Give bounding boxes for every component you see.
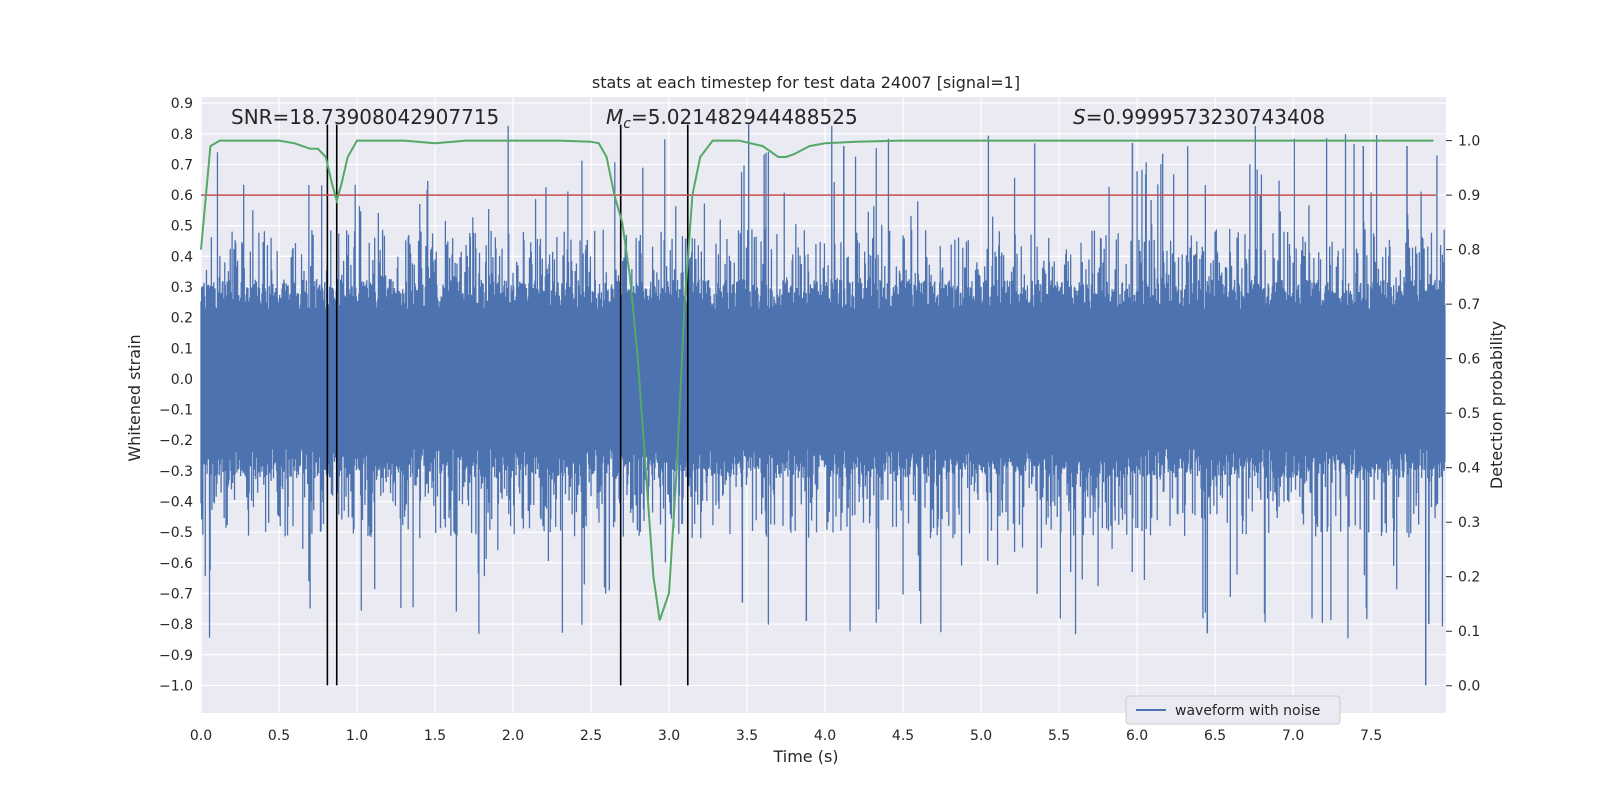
y2-tick-label: 0.4 [1458, 461, 1480, 477]
legend-box [1125, 695, 1341, 725]
y2-tick-label: 0.5 [1458, 406, 1480, 422]
x-tick-label: 5.5 [1048, 728, 1070, 744]
y2-tick-label: 0.6 [1458, 352, 1480, 368]
x-tick-label: 3.0 [658, 728, 680, 744]
x-tick-label: 7.5 [1360, 728, 1382, 744]
y-tick-label: 0.8 [171, 127, 193, 143]
x-tick-label: 3.5 [736, 728, 758, 744]
y2-tick-label: 0.8 [1458, 243, 1480, 259]
x-tick-label: 0.0 [190, 728, 212, 744]
chirp-mass-symbol: M [606, 105, 623, 129]
y-tick-label: −0.2 [159, 433, 193, 449]
y-tick-label: −0.5 [159, 525, 193, 541]
y-tick-label: −0.7 [159, 586, 193, 602]
x-tick-label: 2.0 [502, 728, 524, 744]
y2-tick-label: 0.1 [1458, 624, 1480, 640]
chirp-mass-subscript: c [623, 116, 631, 132]
y2-axis-label: Detection probability [1487, 321, 1506, 489]
statistic-symbol: S [1073, 105, 1086, 129]
y-tick-label: −0.6 [159, 556, 193, 572]
y-tick-label: −0.9 [159, 648, 193, 664]
y-tick-label: 0.2 [171, 311, 193, 327]
x-tick-label: 5.0 [970, 728, 992, 744]
marker-lines [326, 124, 689, 686]
y-tick-label: 0.6 [171, 188, 193, 204]
y-tick-label: −0.8 [159, 617, 193, 633]
probability-line [200, 139, 1434, 621]
chart-title: stats at each timestep for test data 240… [592, 73, 1020, 92]
y-tick-label: −0.4 [159, 495, 193, 511]
y2-tick-label: 0.2 [1458, 570, 1480, 586]
y2-tick-label: 0.3 [1458, 515, 1480, 531]
y-tick-label: −0.1 [159, 403, 193, 419]
x-tick-label: 1.0 [346, 728, 368, 744]
x-tick-label: 0.5 [268, 728, 290, 744]
y2-tick-label: 0.7 [1458, 297, 1480, 313]
x-tick-label: 4.0 [814, 728, 836, 744]
legend: waveform with noise [1125, 695, 1341, 725]
waveform-core-band [201, 308, 1440, 450]
x-tick-label: 2.5 [580, 728, 602, 744]
y-tick-label: 0.5 [171, 219, 193, 235]
y2-tick-label: 0.0 [1458, 679, 1480, 695]
y-tick-label: 0.3 [171, 280, 193, 296]
chirp-mass-value: =5.021482944488525 [631, 105, 858, 129]
y-tick-label: −1.0 [159, 678, 193, 694]
y-axis-ticks: 0.9 0.8 0.7 0.6 0.5 0.4 0.3 0.2 0.1 0.0 −0.1 −0.2 −0… [159, 96, 193, 694]
x-tick-label: 4.5 [892, 728, 914, 744]
legend-label: waveform with noise [1175, 703, 1320, 719]
statistic-value: =0.9999573230743408 [1086, 105, 1325, 129]
snr-annotation: SNR=18.73908042907715 [231, 105, 499, 129]
y2-tick-label: 0.9 [1458, 188, 1480, 204]
y-tick-label: 0.9 [171, 96, 193, 112]
y-tick-label: 0.0 [171, 372, 193, 388]
x-tick-label: 6.5 [1204, 728, 1226, 744]
x-tick-label: 1.5 [424, 728, 446, 744]
x-tick-label: 6.0 [1126, 728, 1148, 744]
waveform-series [200, 124, 1446, 686]
chirp-mass-annotation: Mc=5.021482944488525 [606, 105, 858, 132]
y-tick-label: −0.3 [159, 464, 193, 480]
x-axis-label: Time (s) [772, 747, 838, 766]
y2-axis-ticks: 1.0 0.9 0.8 0.7 0.6 0.5 0.4 0.3 0.2 0.1 0.0 [1446, 134, 1480, 695]
x-tick-label: 7.0 [1282, 728, 1304, 744]
x-axis-ticks: 0.0 0.5 1.0 1.5 2.0 2.5 3.0 3.5 4.0 4.5 5.0 5.5 6.0 6… [190, 728, 1382, 744]
y-tick-label: 0.7 [171, 157, 193, 173]
y-axis-label: Whitened strain [125, 334, 144, 461]
y-tick-label: 0.1 [171, 341, 193, 357]
y2-tick-label: 1.0 [1458, 134, 1480, 150]
y-tick-label: 0.4 [171, 249, 193, 265]
statistic-annotation: S=0.9999573230743408 [1073, 105, 1325, 129]
